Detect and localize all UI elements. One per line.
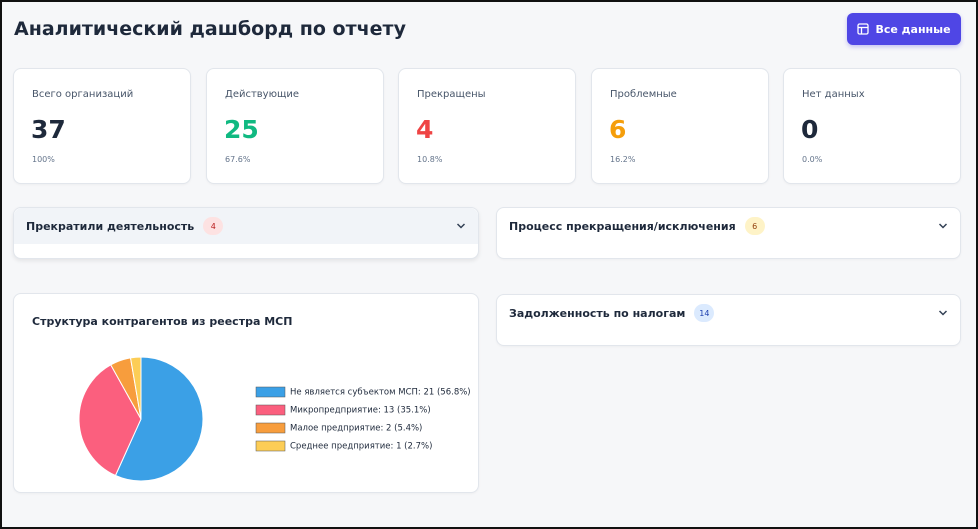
kpi-value: 0: [801, 115, 819, 144]
kpi-label: Проблемные: [610, 89, 677, 100]
pie-slice: [78, 364, 142, 477]
kpi-card: Нет данных 0 0.0%: [783, 68, 961, 184]
chevron: [938, 310, 948, 316]
section-title: Процесс прекращения/исключения: [509, 219, 736, 233]
legend-label: Микропредприятие: 13 (35.1%): [290, 406, 431, 416]
kpi-card: Проблемные 6 16.2%: [591, 68, 769, 184]
kpi-label: Действующие: [225, 89, 300, 100]
kpi-percent: 100%: [32, 155, 55, 164]
section-card[interactable]: Задолженность по налогам 14: [496, 294, 961, 346]
kpi-percent: 67.6%: [225, 155, 251, 164]
section-header: Процесс прекращения/исключения 6: [497, 208, 960, 244]
kpi-label: Всего организаций: [32, 89, 134, 100]
kpi-percent: 16.2%: [610, 155, 636, 164]
kpi-percent: 0.0%: [802, 155, 823, 164]
legend-label: Не является субъектом МСП: 21 (56.8%): [290, 388, 471, 398]
legend-swatch: [255, 404, 286, 416]
kpi-value: 6: [609, 115, 627, 144]
legend-swatch: [255, 440, 286, 452]
kpi-card: Действующие 25 67.6%: [206, 68, 384, 184]
button-label: Все данные: [875, 22, 951, 36]
section-card[interactable]: Прекратили деятельность 4: [13, 207, 479, 259]
legend-label: Среднее предприятие: 1 (2.7%): [290, 442, 432, 452]
kpi-label: Нет данных: [802, 89, 865, 100]
kpi-value: 4: [416, 115, 434, 144]
kpi-card: Всего организаций 37 100%: [13, 68, 191, 184]
kpi-percent: 10.8%: [417, 155, 443, 164]
count-badge: 6: [744, 217, 765, 235]
kpi-value: 37: [31, 115, 66, 144]
section-title: Задолженность по налогам: [509, 306, 686, 320]
pie-slice: [129, 356, 142, 420]
kpi-label: Прекращены: [417, 89, 486, 100]
section-header: Задолженность по налогам 14: [497, 295, 960, 331]
kpi-value: 25: [224, 115, 259, 144]
section-title: Прекратили деятельность: [26, 219, 195, 233]
chart-title: Структура контрагентов из реестра МСП: [32, 315, 293, 328]
pie-chart: Не является субъектом МСП: 21 (56.8%) Мик…: [78, 356, 471, 482]
chart-card: Структура контрагентов из реестра МСП Не…: [13, 293, 479, 493]
count-badge: 14: [694, 304, 715, 322]
count-badge: 4: [203, 217, 224, 235]
chevron: [938, 223, 948, 229]
legend-swatch: [255, 386, 286, 398]
page-title: Аналитический дашборд по отчету: [14, 18, 406, 40]
legend-label: Малое предприятие: 2 (5.4%): [290, 424, 422, 434]
legend-swatch: [255, 422, 286, 434]
section-header: Прекратили деятельность 4: [14, 208, 478, 244]
section-card[interactable]: Процесс прекращения/исключения 6: [496, 207, 961, 259]
chevron: [456, 223, 466, 229]
kpi-card: Прекращены 4 10.8%: [398, 68, 576, 184]
table-icon: [857, 23, 870, 35]
pie-slice: [114, 356, 204, 482]
all-data-button[interactable]: Все данные: [847, 13, 961, 45]
